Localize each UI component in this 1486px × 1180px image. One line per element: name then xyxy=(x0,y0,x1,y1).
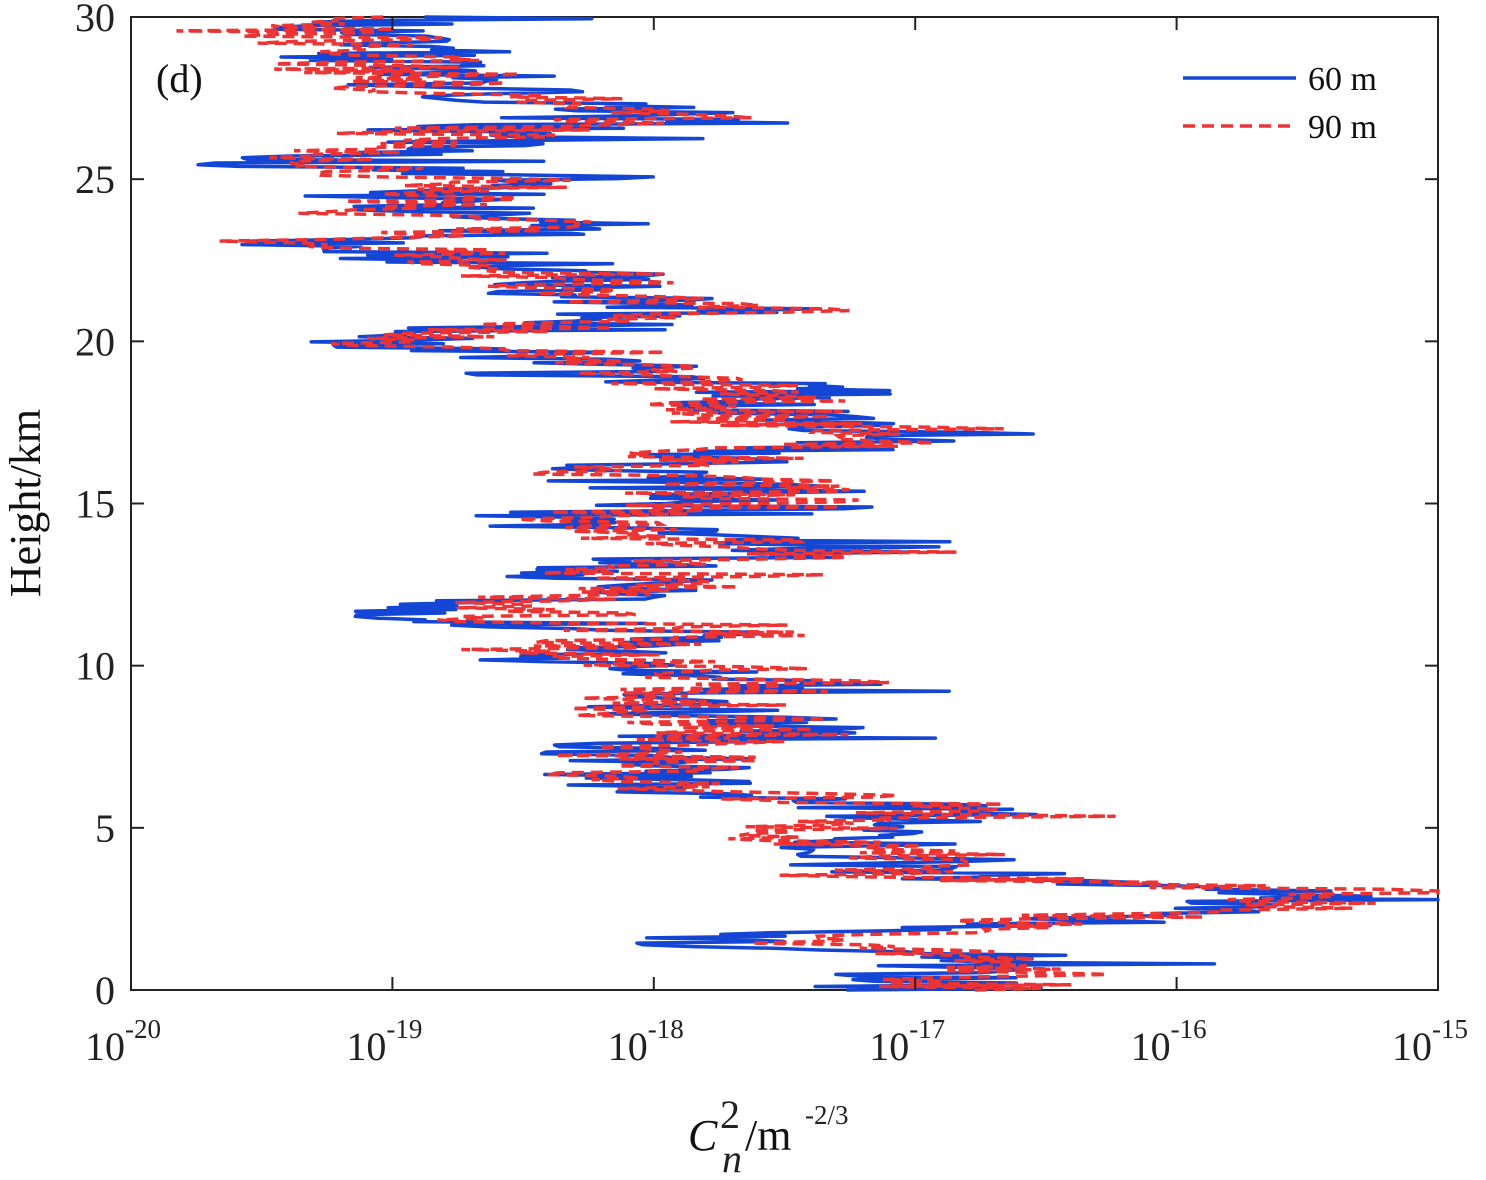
y-tick-label: 15 xyxy=(75,482,115,527)
x-axis-title-superscript: 2 xyxy=(720,1092,740,1137)
legend: 60 m 90 m xyxy=(1183,61,1377,146)
series-90m-line xyxy=(176,15,1440,992)
x-tick-label: 10 xyxy=(608,1024,648,1069)
x-tick-label: 10 xyxy=(869,1024,909,1069)
x-tick-label-exponent: -18 xyxy=(648,1014,684,1044)
x-tick-label: 10 xyxy=(1392,1024,1432,1069)
y-axis-title: Height/km xyxy=(1,409,50,597)
x-tick-label: 10 xyxy=(85,1024,125,1069)
legend-label-90m: 90 m xyxy=(1308,109,1377,146)
x-tick-label: 10 xyxy=(346,1024,386,1069)
x-tick-label: 10 xyxy=(1131,1024,1171,1069)
x-axis-title-unit: /m xyxy=(745,1111,791,1160)
x-axis-title-unit-exponent: -2/3 xyxy=(805,1100,849,1130)
x-tick-label-exponent: -19 xyxy=(386,1014,422,1044)
series-layer xyxy=(176,15,1440,992)
y-axis-ticks: 0 5 10 15 20 25 30 xyxy=(75,0,1438,1013)
y-tick-label: 25 xyxy=(75,157,115,202)
x-tick-label-exponent: -17 xyxy=(909,1014,945,1044)
x-axis-title: C 2 n /m -2/3 xyxy=(688,1092,849,1180)
y-tick-label: 30 xyxy=(75,0,115,40)
x-axis-title-symbol: C xyxy=(688,1111,718,1160)
x-tick-label-exponent: -20 xyxy=(125,1014,161,1044)
x-tick-label-exponent: -15 xyxy=(1432,1014,1468,1044)
y-tick-label: 10 xyxy=(75,644,115,689)
x-axis-ticks: 10 -20 10 -19 10 -18 10 -17 10 -16 10 -15 xyxy=(85,17,1468,1069)
y-tick-label: 0 xyxy=(95,968,115,1013)
legend-label-60m: 60 m xyxy=(1308,61,1377,98)
x-axis-title-subscript: n xyxy=(722,1136,742,1180)
panel-label: (d) xyxy=(156,56,203,101)
x-tick-label-exponent: -16 xyxy=(1171,1014,1207,1044)
y-tick-label: 5 xyxy=(95,806,115,851)
y-tick-label: 20 xyxy=(75,319,115,364)
